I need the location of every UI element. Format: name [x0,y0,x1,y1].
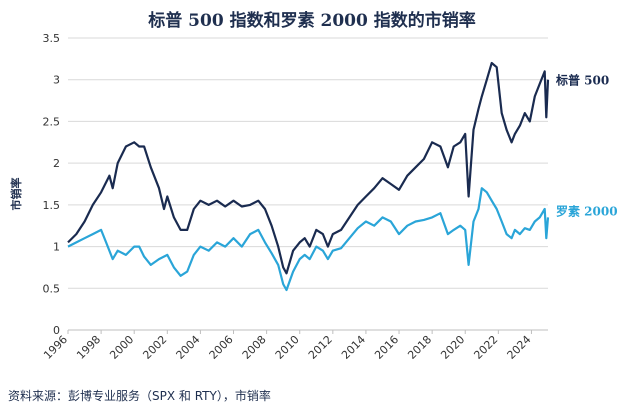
x-tick-label: 2004 [174,333,203,362]
series-layer [67,61,550,292]
series-line-russell [67,187,550,292]
y-tick-label: 2.5 [43,115,61,128]
x-axis-ticks: 1996 1998 2000 2002 2004 2006 2008 2010 2012 2014… [41,330,534,362]
x-tick-label: 2012 [306,333,335,362]
y-axis-label: 市销率 [9,178,23,211]
source-note: 资料来源：彭博专业服务（SPX 和 RTY），市销率 [8,389,271,403]
x-tick-label: 2008 [240,333,269,362]
y-tick-label: 0 [53,324,60,337]
x-tick-label: 2016 [372,333,401,362]
x-tick-label: 1996 [41,333,70,362]
y-tick-label: 3.5 [43,32,61,45]
series-label-sp500: 标普 500 [555,73,609,88]
x-tick-label: 2022 [471,333,500,362]
x-tick-label: 2024 [505,333,534,362]
y-tick-label: 1.5 [43,199,61,212]
series-label-russell: 罗素 2000 [556,203,618,218]
x-tick-label: 2006 [207,333,236,362]
x-tick-label: 2002 [140,333,169,362]
series-line-sp500 [67,61,550,275]
x-tick-label: 1998 [74,333,103,362]
y-tick-label: 0.5 [43,282,61,295]
y-tick-label: 2 [53,157,60,170]
y-tick-label: 1 [53,241,60,254]
y-tick-label: 3 [53,74,60,87]
chart-title: 标普 500 指数和罗素 2000 指数的市销率 [148,11,476,31]
x-tick-label: 2018 [405,333,434,362]
x-tick-label: 2000 [107,333,136,362]
x-tick-label: 2020 [438,333,467,362]
x-tick-label: 2010 [273,333,302,362]
y-axis-ticks: 0 0.5 1 1.5 2 2.5 3 3.5 [43,32,61,337]
grid-layer [68,37,548,331]
x-tick-label: 2014 [339,333,368,362]
